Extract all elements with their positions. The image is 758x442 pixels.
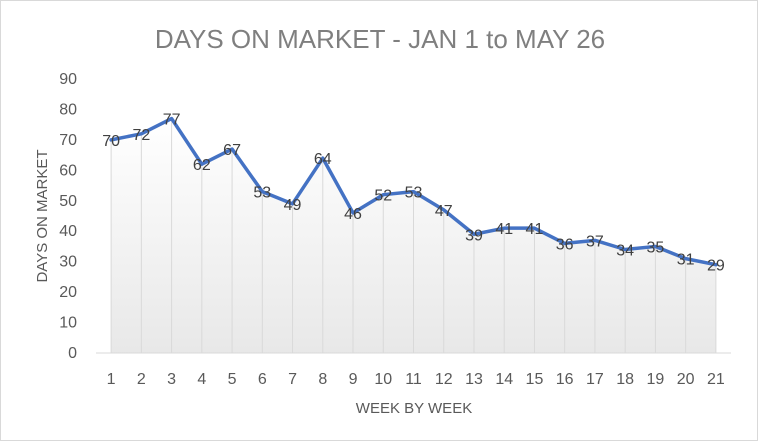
data-label: 64: [314, 151, 332, 168]
data-label: 34: [616, 242, 634, 259]
y-tick-label: 0: [68, 345, 77, 362]
data-label: 31: [677, 252, 695, 269]
drop-lines-layer: [110, 118, 717, 353]
x-tick-label: 5: [228, 371, 237, 388]
x-tick-label: 21: [707, 371, 725, 388]
x-tick-label: 7: [288, 371, 297, 388]
data-labels-layer: 70 72 77 62 67 53 49 64 46 52 53 47 39 41 41 36 37 34 35 31…: [102, 112, 725, 275]
x-tick-label: 1: [107, 371, 116, 388]
x-tick-label: 17: [586, 371, 604, 388]
x-tick-label: 11: [405, 371, 422, 388]
data-label: 72: [132, 127, 150, 144]
y-tick-label: 80: [59, 101, 77, 118]
data-label: 53: [253, 185, 271, 202]
data-label: 52: [374, 188, 392, 205]
y-tick-label: 60: [59, 162, 77, 179]
y-tick-label: 30: [59, 254, 77, 271]
x-tick-label: 6: [258, 371, 267, 388]
y-tick-label: 40: [59, 223, 77, 240]
data-label: 62: [193, 157, 211, 174]
x-tick-label: 20: [677, 371, 695, 388]
x-tick-label: 19: [647, 371, 665, 388]
x-tick-label: 13: [465, 371, 483, 388]
data-label: 41: [495, 221, 513, 238]
data-label: 35: [647, 239, 665, 256]
x-tick-label: 8: [318, 371, 327, 388]
x-tick-label: 16: [556, 371, 574, 388]
y-tick-label: 50: [59, 193, 77, 210]
series-line-layer: [109, 116, 718, 267]
data-label: 67: [223, 142, 241, 159]
data-label: 77: [163, 112, 181, 129]
chart-title: DAYS ON MARKET - JAN 1 to MAY 26: [155, 24, 605, 54]
y-tick-label: 90: [59, 71, 77, 88]
data-label: 37: [586, 233, 604, 250]
data-label: 70: [102, 133, 120, 150]
data-label: 39: [465, 227, 483, 244]
x-axis-title: WEEK BY WEEK: [356, 400, 472, 417]
data-label: 46: [344, 206, 362, 223]
y-tick-label: 10: [59, 315, 77, 332]
series-line: [109, 116, 718, 267]
data-label: 47: [435, 203, 453, 220]
data-label: 49: [284, 197, 302, 214]
data-label: 29: [707, 258, 725, 275]
data-label: 36: [556, 236, 574, 253]
x-tick-label: 12: [435, 371, 453, 388]
x-tick-label: 9: [349, 371, 358, 388]
data-label: 41: [526, 221, 544, 238]
y-tick-label: 70: [59, 132, 77, 149]
x-tick-label: 3: [167, 371, 176, 388]
y-axis-title: DAYS ON MARKET: [34, 149, 51, 282]
y-tick-label: 20: [59, 284, 77, 301]
x-tick-label: 4: [197, 371, 206, 388]
x-tick-label: 2: [137, 371, 146, 388]
x-tick-label: 10: [374, 371, 392, 388]
data-label: 53: [405, 185, 423, 202]
x-tick-label: 18: [616, 371, 634, 388]
x-tick-label: 14: [495, 371, 513, 388]
x-tick-label: 15: [526, 371, 544, 388]
